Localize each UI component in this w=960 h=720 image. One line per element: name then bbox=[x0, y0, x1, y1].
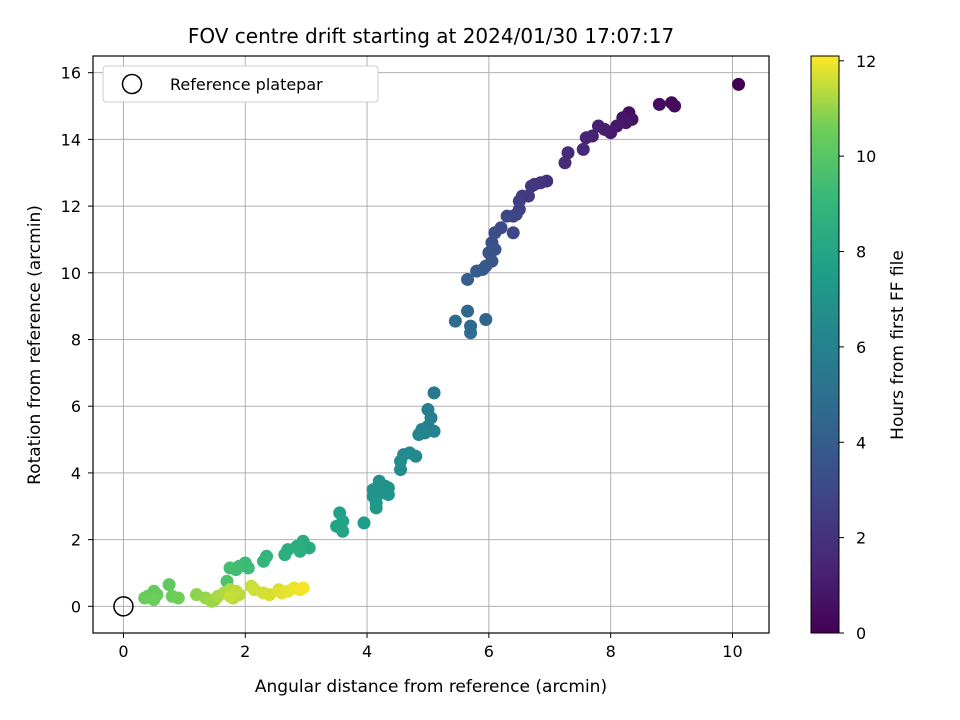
data-point bbox=[171, 591, 185, 605]
y-tick-label: 14 bbox=[61, 130, 81, 149]
data-point bbox=[668, 99, 682, 113]
grid-lines bbox=[93, 56, 769, 633]
colorbar-tick-label: 12 bbox=[856, 52, 876, 71]
colorbar-tick-label: 2 bbox=[856, 529, 866, 548]
x-tick-label: 10 bbox=[722, 642, 742, 661]
data-point bbox=[162, 578, 176, 592]
legend-entry-reference: Reference platepar bbox=[170, 75, 323, 94]
colorbar-ticks: 0 2 4 6 8 10 12 bbox=[839, 52, 876, 643]
colorbar-tick-label: 8 bbox=[856, 243, 866, 262]
data-point bbox=[418, 426, 432, 440]
colorbar-tick-label: 0 bbox=[856, 624, 866, 643]
legend-box bbox=[102, 65, 379, 103]
data-point bbox=[448, 314, 462, 328]
data-point bbox=[732, 77, 746, 91]
x-tick-label: 4 bbox=[362, 642, 372, 661]
data-point bbox=[652, 97, 666, 111]
data-point bbox=[591, 119, 605, 133]
data-point bbox=[336, 524, 350, 538]
data-point bbox=[257, 554, 271, 568]
data-point bbox=[561, 146, 575, 160]
data-points bbox=[138, 77, 746, 608]
data-point bbox=[427, 386, 441, 400]
y-tick-label: 10 bbox=[61, 264, 81, 283]
data-point bbox=[464, 326, 478, 340]
y-axis-title: Rotation from reference (arcmin) bbox=[25, 205, 45, 485]
y-tick-label: 2 bbox=[71, 531, 81, 550]
data-point bbox=[147, 593, 161, 607]
reference-platepar-marker bbox=[113, 596, 134, 617]
x-tick-label: 6 bbox=[484, 642, 494, 661]
y-tick-label: 6 bbox=[71, 397, 81, 416]
colorbar-tick-label: 6 bbox=[856, 338, 866, 357]
data-point bbox=[558, 156, 572, 170]
x-axis-title: Angular distance from reference (arcmin) bbox=[255, 677, 607, 697]
x-tick-label: 0 bbox=[118, 642, 128, 661]
legend-marker-icon bbox=[121, 73, 143, 95]
data-point bbox=[296, 581, 310, 595]
plot-frame bbox=[92, 55, 770, 634]
data-point bbox=[461, 272, 475, 286]
y-axis-ticks: 0 2 4 6 8 10 12 14 16 bbox=[61, 64, 93, 616]
data-point bbox=[506, 226, 520, 240]
colorbar-title: Hours from first FF file bbox=[888, 250, 908, 440]
x-axis-ticks: 0 2 4 6 8 10 bbox=[118, 633, 743, 661]
data-point bbox=[278, 548, 292, 562]
y-tick-label: 8 bbox=[71, 330, 81, 349]
x-tick-label: 8 bbox=[606, 642, 616, 661]
data-point bbox=[470, 264, 484, 278]
data-point bbox=[369, 501, 383, 515]
data-point bbox=[500, 209, 514, 223]
colorbar-tick-label: 4 bbox=[856, 433, 866, 452]
data-point bbox=[579, 131, 593, 145]
data-point bbox=[576, 142, 590, 156]
legend: Reference platepar bbox=[102, 65, 379, 103]
y-tick-label: 0 bbox=[71, 597, 81, 616]
data-point bbox=[223, 561, 237, 575]
chart-title: FOV centre drift starting at 2024/01/30 … bbox=[188, 24, 674, 48]
data-point bbox=[223, 589, 237, 603]
data-point bbox=[524, 179, 538, 193]
colorbar: 0 2 4 6 8 10 12 Hours from first FF file bbox=[810, 52, 908, 643]
y-tick-label: 4 bbox=[71, 464, 81, 483]
x-tick-label: 2 bbox=[240, 642, 250, 661]
y-tick-label: 16 bbox=[61, 64, 81, 83]
data-point bbox=[479, 312, 493, 326]
data-point bbox=[293, 544, 307, 558]
colorbar-gradient bbox=[810, 55, 840, 634]
y-tick-label: 12 bbox=[61, 197, 81, 216]
data-point bbox=[488, 226, 502, 240]
data-point bbox=[381, 488, 395, 502]
data-point bbox=[357, 516, 371, 530]
data-point bbox=[461, 304, 475, 318]
colorbar-tick-label: 10 bbox=[856, 147, 876, 166]
data-point bbox=[394, 463, 408, 477]
